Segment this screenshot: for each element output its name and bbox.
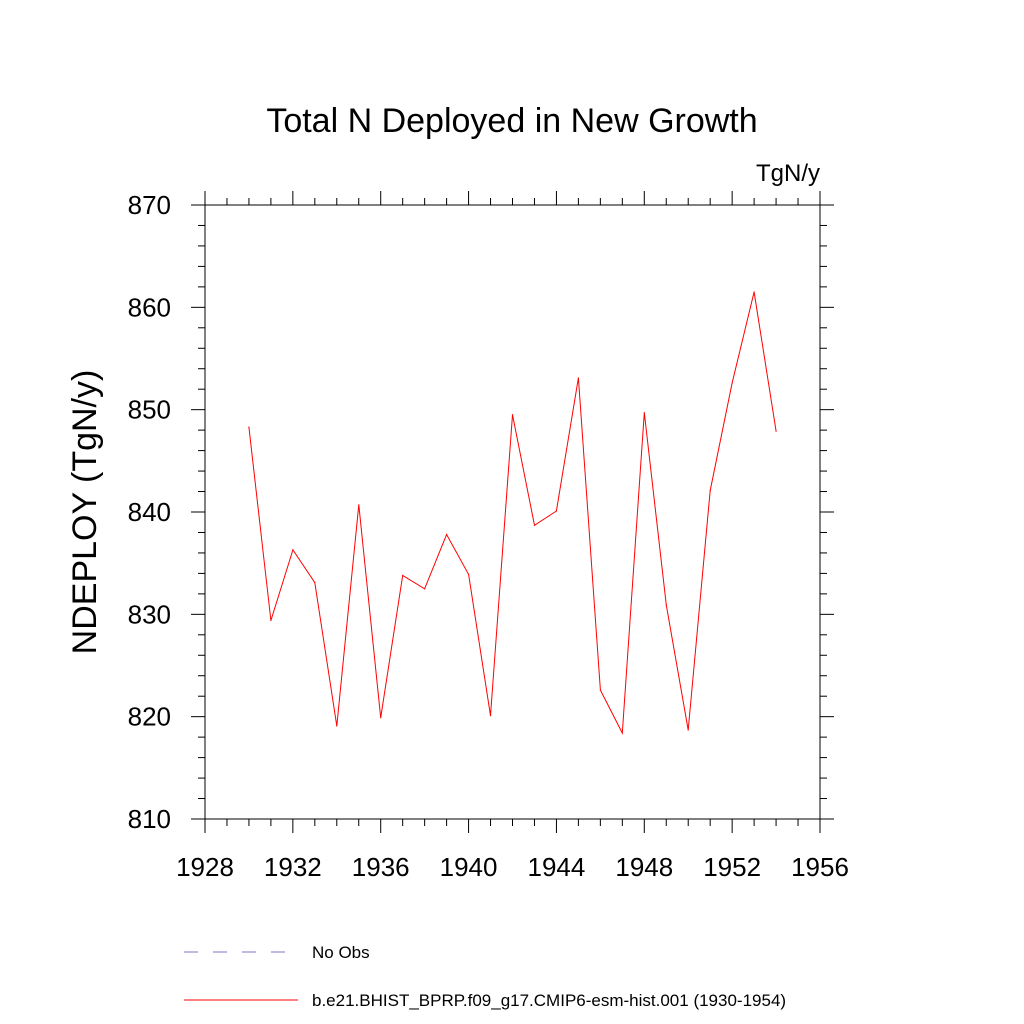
x-tick-label: 1948 bbox=[615, 852, 673, 882]
series-line bbox=[248, 291, 777, 735]
data-point bbox=[599, 689, 601, 691]
data-point bbox=[775, 430, 777, 432]
data-point bbox=[709, 489, 711, 492]
chart-title: Total N Deployed in New Growth bbox=[266, 102, 757, 140]
data-point bbox=[248, 426, 250, 428]
legend-label: No Obs bbox=[312, 943, 370, 962]
x-tick-label: 1952 bbox=[703, 852, 761, 882]
data-point bbox=[643, 412, 645, 414]
data-point bbox=[402, 574, 404, 577]
y-tick-label: 840 bbox=[128, 497, 171, 527]
data-point bbox=[292, 549, 294, 551]
x-tick-label: 1928 bbox=[176, 852, 234, 882]
x-tick-label: 1944 bbox=[528, 852, 586, 882]
data-point bbox=[511, 414, 514, 416]
legend: No Obs b.e21.BHIST_BPRP.f09_g17.CMIP6-esm… bbox=[184, 943, 786, 1010]
data-point bbox=[687, 729, 689, 731]
units-label: TgN/y bbox=[756, 160, 820, 187]
data-point bbox=[314, 582, 316, 584]
data-point bbox=[336, 725, 338, 727]
data-point bbox=[467, 573, 470, 576]
x-tick-label: 1932 bbox=[264, 852, 322, 882]
x-tick-label: 1936 bbox=[352, 852, 410, 882]
data-point bbox=[446, 533, 448, 536]
x-tick-label: 1956 bbox=[791, 852, 849, 882]
plot-area: 1928 1932 1936 1940 1944 1948 1952 1956 810 820 83… bbox=[128, 190, 849, 882]
data-point bbox=[270, 619, 272, 622]
y-tick-label: 870 bbox=[128, 190, 171, 220]
data-point bbox=[665, 604, 667, 606]
data-point bbox=[555, 510, 558, 512]
data-point bbox=[358, 504, 360, 506]
data-point bbox=[577, 377, 579, 379]
data-point bbox=[424, 588, 426, 590]
data-point bbox=[731, 382, 733, 384]
y-tick-label: 830 bbox=[128, 599, 171, 629]
data-point bbox=[380, 717, 382, 719]
x-tick-label: 1940 bbox=[440, 852, 498, 882]
y-tick-label: 860 bbox=[128, 292, 171, 322]
data-point bbox=[753, 291, 755, 293]
y-axis-label: NDEPLOY (TgN/y) bbox=[66, 370, 104, 655]
legend-label: b.e21.BHIST_BPRP.f09_g17.CMIP6-esm-hist.… bbox=[312, 991, 786, 1010]
y-tick-label: 820 bbox=[128, 702, 171, 732]
y-tick-label: 810 bbox=[128, 804, 171, 834]
y-tick-label: 850 bbox=[128, 395, 171, 425]
plot-frame bbox=[204, 204, 821, 820]
data-point bbox=[489, 715, 492, 717]
data-point bbox=[533, 524, 536, 526]
data-point bbox=[621, 732, 623, 734]
